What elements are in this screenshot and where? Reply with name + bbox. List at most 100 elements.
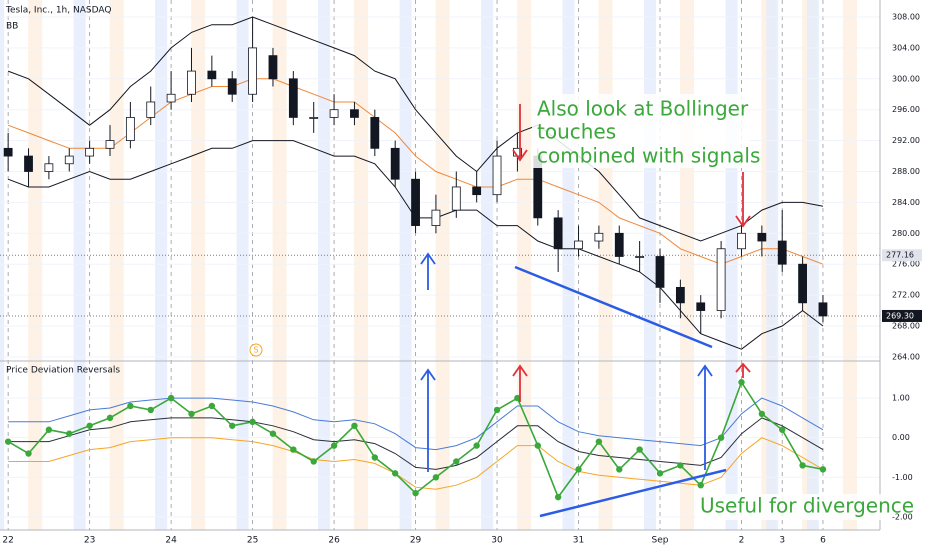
candle-body (614, 232, 624, 257)
signal-dot (45, 426, 53, 433)
candle-body (268, 55, 278, 80)
signal-dot (66, 430, 73, 437)
candle-body (553, 217, 563, 250)
signal-dot (4, 438, 12, 445)
signal-dot (656, 470, 664, 477)
candle-body (248, 47, 257, 95)
session-stripe (562, 0, 575, 530)
annotation-box (696, 494, 896, 520)
signal-dot (432, 474, 440, 481)
annotation: Useful for divergence (700, 494, 914, 518)
arrow (697, 364, 713, 470)
candle-body (125, 117, 135, 142)
candle-body (187, 70, 196, 95)
signal-dot (167, 394, 175, 402)
session-stripe (109, 0, 124, 530)
session-stripe (766, 0, 779, 530)
candle-body (472, 186, 482, 196)
candle-body (3, 147, 13, 157)
indicator-title: Price Deviation Reversals (6, 366, 120, 376)
candle-body (451, 186, 461, 211)
session-stripe (0, 0, 5, 530)
candle-body (350, 109, 359, 118)
candle-body (696, 302, 706, 311)
y-tick-label: -2.00 (892, 512, 913, 521)
signal-dot (351, 422, 358, 429)
session-stripe (354, 0, 369, 530)
y-tick-label: -1.00 (892, 473, 913, 482)
y-tick-label: 308.00 (892, 12, 920, 21)
indicator-label: BB (6, 22, 18, 32)
candle-body (24, 155, 33, 172)
session-stripe (191, 0, 206, 530)
y-tick-label: 1.00 (892, 394, 910, 403)
y-tick-label: 284.00 (892, 198, 920, 207)
signal-dot (636, 446, 643, 453)
candle-body (431, 209, 441, 226)
signal-dot (412, 489, 419, 497)
x-tick-label: 6 (820, 536, 826, 546)
signal-dot (290, 446, 297, 453)
candle-body (44, 163, 54, 172)
event-label[interactable]: S (253, 346, 258, 355)
signal-dot (473, 442, 480, 449)
signal-dot (493, 406, 501, 414)
price-badge (882, 249, 922, 262)
x-tick-label: 24 (165, 536, 177, 546)
y-tick-label: 296.00 (892, 105, 920, 114)
x-tick-label: 26 (328, 536, 340, 546)
candle-body (574, 240, 583, 250)
session-stripe (517, 0, 532, 530)
signal-dot (391, 470, 399, 477)
signal-dot (738, 379, 745, 386)
drawings (420, 104, 751, 518)
x-tick-label: Sep (652, 536, 669, 546)
candle-body (492, 155, 502, 196)
session-stripe (435, 0, 450, 530)
candle-body (166, 93, 176, 103)
y-tick-label: 272.00 (892, 291, 920, 300)
signal-dot (127, 402, 134, 410)
deviation-band (8, 417, 824, 470)
arrow (735, 172, 751, 228)
x-tick-label: 31 (573, 536, 584, 546)
candle-body (594, 232, 604, 242)
arrow (420, 252, 436, 290)
price-badge-label: 277.16 (886, 251, 914, 260)
signal-dot (717, 434, 725, 441)
y-tick-label: 292.00 (892, 136, 920, 145)
session-stripe (806, 0, 819, 530)
candle-body (227, 78, 237, 95)
signal-dot (188, 410, 195, 418)
plot (3, 16, 828, 501)
candle-body (64, 155, 74, 165)
signal-dot (595, 438, 603, 445)
bollinger-band (7, 16, 824, 242)
signal-dot (249, 418, 256, 426)
session-stripe (155, 0, 168, 530)
trend-line (514, 265, 713, 349)
y-tick-label: 288.00 (892, 167, 920, 176)
signal-dot (554, 493, 562, 501)
y-tick-label: 300.00 (892, 74, 920, 83)
signal-dot (758, 410, 766, 418)
session-stripe (318, 0, 331, 530)
candle-body (716, 248, 726, 311)
y-tick-label: 276.00 (892, 260, 920, 269)
annotation: combined with signals (537, 144, 760, 168)
arrow (420, 368, 436, 472)
x-tick-label: 23 (84, 536, 95, 546)
signal-dot (310, 458, 317, 465)
candle-body (85, 147, 95, 157)
candle-body (329, 109, 339, 118)
candle-body (818, 302, 828, 317)
x-tick-label: 22 (2, 536, 13, 546)
price-badge (882, 309, 922, 322)
signal-dot (677, 462, 684, 469)
event-icon[interactable] (249, 343, 263, 357)
candle-body (675, 286, 685, 304)
session-stripe (28, 0, 43, 530)
signal-dot (229, 422, 236, 429)
candle-body (370, 117, 380, 149)
